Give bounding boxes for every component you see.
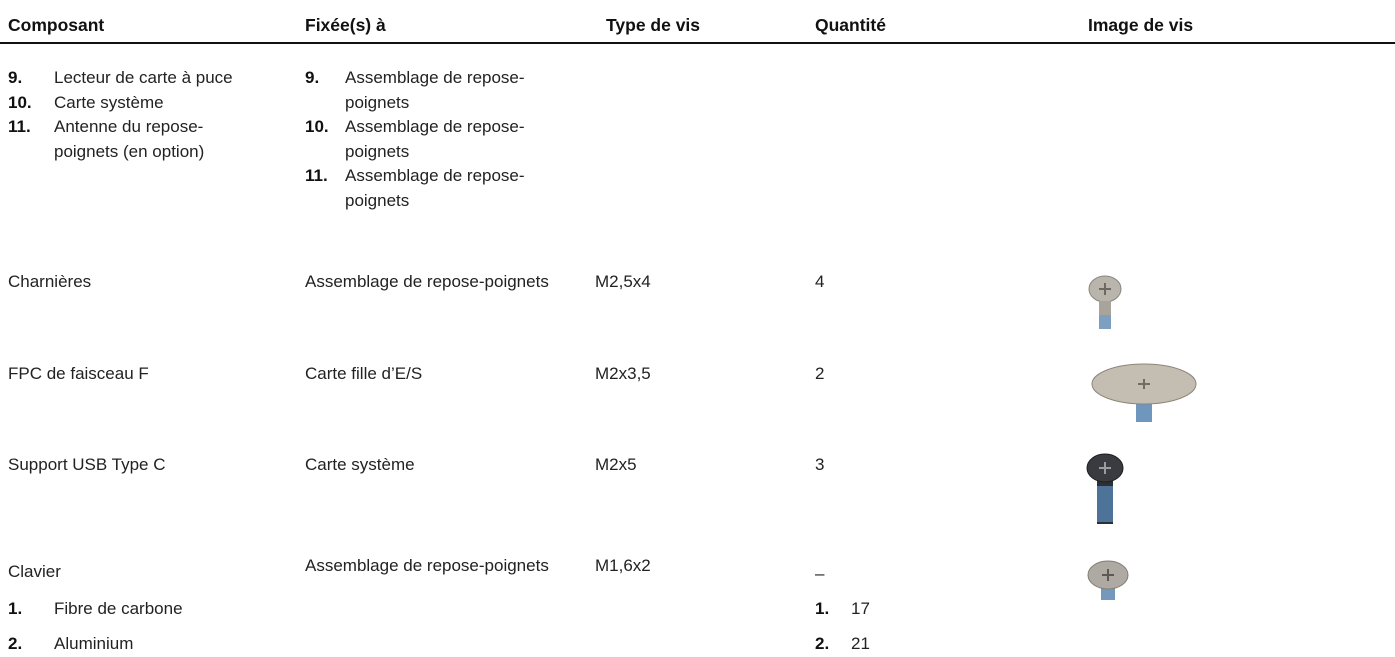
cell-text: – xyxy=(815,562,870,587)
cell: Charnières xyxy=(8,270,91,295)
list-item: 9.Lecteur de carte à puce xyxy=(8,66,244,91)
item-number: 10. xyxy=(8,91,54,116)
item-text: Assemblage de repose-poignets xyxy=(345,66,585,115)
cell: Clavier 1.Fibre de carbone 2.Aluminium xyxy=(8,560,183,657)
screw-image xyxy=(1085,275,1125,333)
cell: Assemblage de repose-poignets xyxy=(305,554,555,579)
cell: FPC de faisceau F xyxy=(8,362,149,387)
list-item: 2.21 xyxy=(815,632,870,657)
item-text: 21 xyxy=(851,632,870,657)
list-item: 11.Assemblage de repose-poignets xyxy=(305,164,585,213)
cell: 4 xyxy=(815,270,824,295)
document: Composant Fixée(s) à Type de vis Quantit… xyxy=(0,0,1395,657)
item-number: 11. xyxy=(305,164,345,213)
cell: Carte fille d’E/S xyxy=(305,362,422,387)
item-text: 17 xyxy=(851,597,870,622)
header-cell: Image de vis xyxy=(1088,15,1193,36)
list-item: 10.Carte système xyxy=(8,91,244,116)
item-text: Assemblage de repose-poignets xyxy=(345,164,585,213)
item-number: 2. xyxy=(8,632,54,657)
item-number: 1. xyxy=(8,597,54,622)
cell: M2x5 xyxy=(595,453,637,478)
item-text: Lecteur de carte à puce xyxy=(54,66,244,91)
header-cell: Composant xyxy=(8,15,104,36)
list-item: 11.Antenne du repose-poignets (en option… xyxy=(8,115,244,164)
cell: Carte système xyxy=(305,453,415,478)
list-item: 2.Aluminium xyxy=(8,632,183,657)
cell: – 1.17 2.21 xyxy=(815,562,870,657)
header-cell: Type de vis xyxy=(606,15,700,36)
page: Table {"table":{"header":["Composant","F… xyxy=(0,0,1395,657)
cell: M2x3,5 xyxy=(595,362,651,387)
header-cell: Quantité xyxy=(815,15,886,36)
header-rule xyxy=(0,42,1395,44)
item-number: 1. xyxy=(815,597,851,622)
cell: 9.Assemblage de repose-poignets 10.Assem… xyxy=(305,66,585,213)
cell: Assemblage de repose-poignets xyxy=(305,270,555,295)
screw-image xyxy=(1090,360,1200,426)
cell: M2,5x4 xyxy=(595,270,651,295)
list-item: 1.17 xyxy=(815,597,870,622)
list-item: 10.Assemblage de repose-poignets xyxy=(305,115,585,164)
header-cell: Fixée(s) à xyxy=(305,15,386,36)
cell-text: Clavier xyxy=(8,560,183,585)
cell: 9.Lecteur de carte à puce 10.Carte systè… xyxy=(8,66,244,164)
list-item: 9.Assemblage de repose-poignets xyxy=(305,66,585,115)
cell: 2 xyxy=(815,362,824,387)
screw-image xyxy=(1086,558,1130,604)
item-number: 11. xyxy=(8,115,54,164)
item-number: 9. xyxy=(8,66,54,91)
item-text: Fibre de carbone xyxy=(54,597,183,622)
item-text: Antenne du repose-poignets (en option) xyxy=(54,115,244,164)
item-text: Assemblage de repose-poignets xyxy=(345,115,585,164)
cell: M1,6x2 xyxy=(595,554,651,579)
cell: Support USB Type C xyxy=(8,453,166,478)
item-text: Carte système xyxy=(54,91,244,116)
item-number: 2. xyxy=(815,632,851,657)
item-text: Aluminium xyxy=(54,632,133,657)
list-item: 1.Fibre de carbone xyxy=(8,597,183,622)
screw-image xyxy=(1085,452,1125,528)
item-number: 10. xyxy=(305,115,345,164)
item-number: 9. xyxy=(305,66,345,115)
cell: 3 xyxy=(815,453,824,478)
